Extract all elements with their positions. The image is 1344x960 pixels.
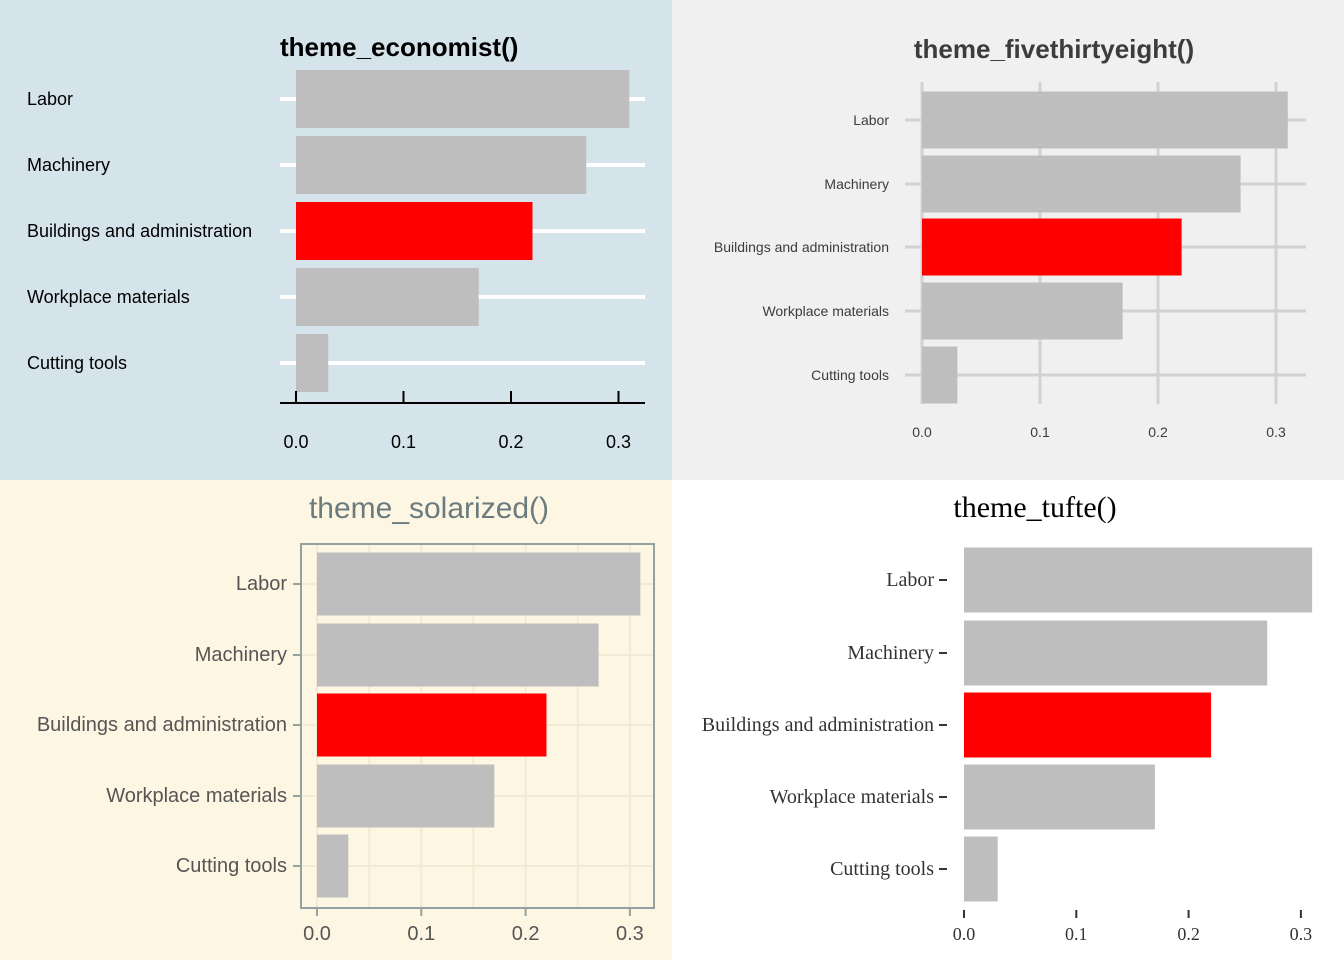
category-label: Machinery [824,176,889,192]
bar-workplace-materials [964,764,1155,830]
x-tick-label: 0.3 [1290,924,1313,944]
x-tick-label: 0.3 [1266,424,1286,440]
x-tick-label: 0.0 [303,923,331,945]
category-label: Workplace materials [770,786,935,808]
chart-solarized: Labor Machinery Buildings and administrati… [37,492,655,945]
chart-panel-solarized: Labor Machinery Buildings and administrati… [0,480,672,960]
category-label: Buildings and administration [714,239,889,255]
x-tick-label: 0.1 [1065,924,1088,944]
bar-buildings-and-administration [964,692,1212,758]
chart-panel-economist: Labor Machinery Buildings and administrati… [0,0,672,480]
category-label: Cutting tools [176,855,287,877]
x-tick-label: 0.0 [283,432,308,452]
category-label: Buildings and administration [27,221,252,241]
bar-cutting-tools [922,346,958,404]
bar-machinery [317,623,599,687]
category-label: Buildings and administration [702,714,934,736]
bar-labor [922,91,1288,149]
bar-machinery [964,620,1268,686]
category-label: Workplace materials [27,287,190,307]
category-label: Cutting tools [27,353,127,373]
chart-title: theme_solarized() [309,492,549,525]
chart-panel-tufte: Labor Machinery Buildings and administrati… [672,480,1344,960]
category-label: Cutting tools [811,367,889,383]
x-tick-label: 0.2 [498,432,523,452]
bar-buildings-and-administration [296,202,533,260]
category-label: Cutting tools [830,858,934,880]
bar-machinery [296,136,587,194]
bar-buildings-and-administration [922,218,1182,276]
chart-title: theme_tufte() [953,491,1116,524]
chart-economist: Labor Machinery Buildings and administrati… [27,32,645,452]
x-tick-label: 0.1 [1030,424,1050,440]
x-tick-label: 0.0 [953,924,976,944]
category-label: Machinery [27,155,110,175]
chart-fivethirtyeight: Labor Machinery Buildings and administrati… [714,34,1306,440]
bar-labor [296,70,630,128]
bar-cutting-tools [296,334,329,392]
bar-cutting-tools [964,836,998,902]
bar-buildings-and-administration [317,693,547,757]
bar-workplace-materials [922,282,1123,340]
category-label: Machinery [195,644,287,666]
x-tick-label: 0.3 [616,923,644,945]
category-label: Labor [236,573,287,595]
x-tick-label: 0.3 [606,432,631,452]
category-label: Buildings and administration [37,714,287,736]
x-tick-label: 0.1 [391,432,416,452]
x-tick-label: 0.1 [407,923,435,945]
bar-workplace-materials [317,764,495,828]
bar-labor [317,552,641,616]
bar-labor [964,547,1313,613]
category-label: Labor [853,112,889,128]
chart-title: theme_fivethirtyeight() [914,34,1194,64]
x-tick-label: 0.2 [1177,924,1200,944]
x-tick-label: 0.2 [512,923,540,945]
category-label: Labor [27,89,73,109]
category-label: Labor [886,569,934,591]
chart-title: theme_economist() [280,32,518,62]
x-tick-label: 0.0 [912,424,932,440]
category-label: Machinery [847,642,934,664]
bar-workplace-materials [296,268,479,326]
bar-machinery [922,155,1241,213]
chart-tufte: Labor Machinery Buildings and administrati… [702,491,1313,944]
x-tick-label: 0.2 [1148,424,1168,440]
chart-panel-fivethirtyeight: Labor Machinery Buildings and administrati… [672,0,1344,480]
bar-cutting-tools [317,834,349,898]
category-label: Workplace materials [106,785,287,807]
category-label: Workplace materials [762,303,889,319]
